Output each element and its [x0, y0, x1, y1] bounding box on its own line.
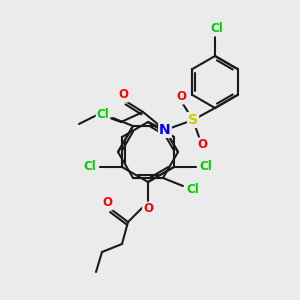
Text: Cl: Cl: [97, 107, 110, 121]
Text: O: O: [176, 91, 186, 103]
Text: Cl: Cl: [200, 160, 212, 173]
Text: O: O: [118, 88, 128, 101]
Text: O: O: [102, 196, 112, 209]
Text: Cl: Cl: [84, 160, 96, 173]
Text: O: O: [143, 202, 153, 215]
Text: Cl: Cl: [211, 22, 224, 35]
Text: S: S: [188, 113, 198, 127]
Text: N: N: [159, 123, 171, 137]
Text: O: O: [197, 139, 207, 152]
Text: Cl: Cl: [187, 184, 200, 196]
